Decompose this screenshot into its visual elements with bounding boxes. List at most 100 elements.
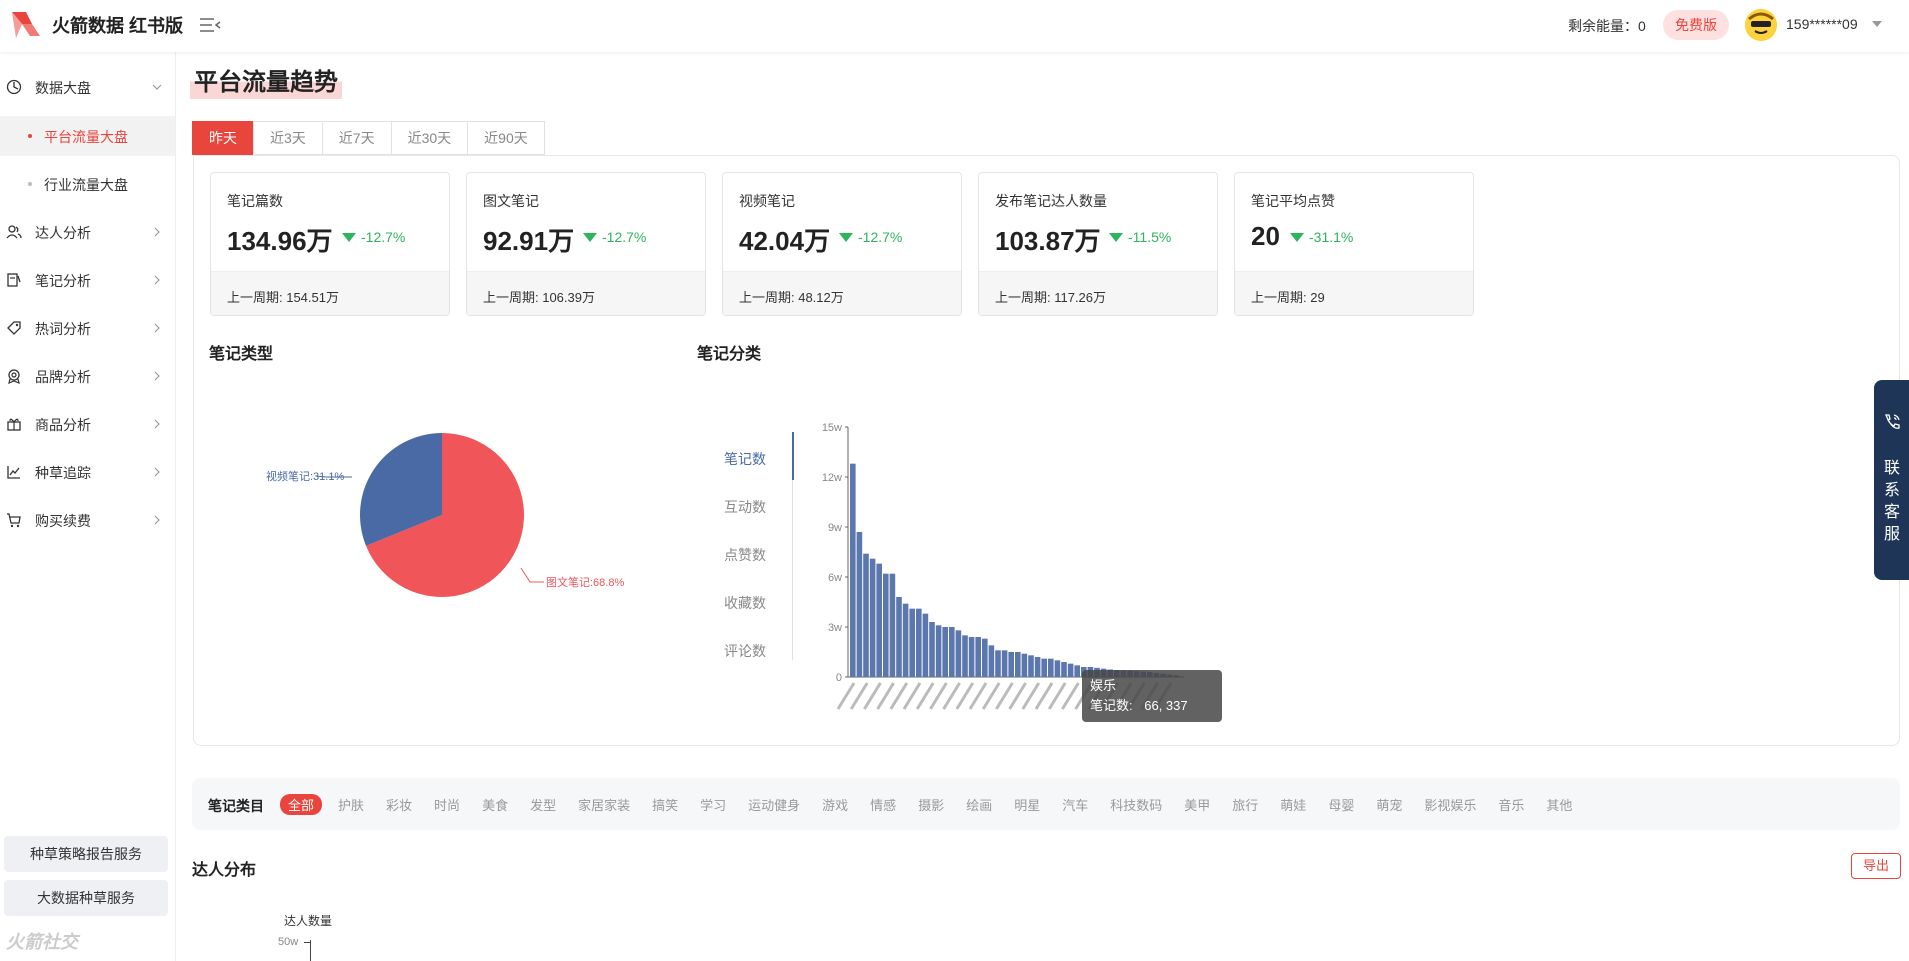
- caret-down-icon[interactable]: [1872, 21, 1882, 27]
- tab-90-days[interactable]: 近90天: [467, 121, 545, 155]
- category-filter-item[interactable]: 萌娃: [1280, 798, 1307, 813]
- user-name[interactable]: 159******09: [1786, 16, 1858, 32]
- bigdata-seeding-service-button[interactable]: 大数据种草服务: [4, 880, 168, 916]
- category-bar[interactable]: [955, 630, 962, 677]
- category-filter-item[interactable]: 其他: [1546, 798, 1573, 813]
- category-filter-item[interactable]: 搞笑: [652, 798, 679, 813]
- sidebar-item-hotword-analysis[interactable]: 热词分析: [0, 307, 175, 349]
- category-filter-item[interactable]: 萌宠: [1376, 798, 1403, 813]
- contact-service-float[interactable]: 联系客服: [1874, 380, 1909, 580]
- category-bar[interactable]: [856, 532, 863, 677]
- category-filter-all[interactable]: 全部: [280, 794, 323, 815]
- pie-slice[interactable]: [360, 433, 442, 546]
- metric-option-likes[interactable]: 点赞数: [724, 547, 766, 563]
- menu-collapse-icon[interactable]: [198, 14, 222, 36]
- category-bar[interactable]: [1041, 658, 1047, 677]
- category-bar[interactable]: [1061, 662, 1067, 677]
- category-bar[interactable]: [883, 573, 889, 677]
- category-bar[interactable]: [869, 558, 876, 677]
- sidebar-subitem-industry-traffic[interactable]: 行业流量大盘: [0, 164, 175, 204]
- metric-option-collects[interactable]: 收藏数: [724, 595, 766, 611]
- category-filter-item[interactable]: 彩妆: [386, 798, 413, 813]
- category-bar[interactable]: [922, 613, 929, 677]
- category-filter-item[interactable]: 运动健身: [748, 798, 801, 813]
- category-filter-item[interactable]: 学习: [700, 798, 727, 813]
- category-bar[interactable]: [1048, 658, 1054, 677]
- category-filter-item[interactable]: 时尚: [434, 798, 461, 813]
- sidebar-item-label: 种草追踪: [35, 465, 91, 481]
- category-bar[interactable]: [982, 638, 988, 677]
- bar-tooltip: 娱乐 笔记数: 66, 337: [1082, 670, 1222, 722]
- category-bar[interactable]: [1028, 655, 1034, 677]
- category-bar[interactable]: [1034, 657, 1041, 677]
- category-bar[interactable]: [916, 608, 922, 677]
- category-bar[interactable]: [1074, 665, 1080, 677]
- sidebar-item-note-analysis[interactable]: 笔记分析: [0, 259, 175, 301]
- category-bar[interactable]: [1001, 650, 1008, 677]
- category-bar[interactable]: [1015, 652, 1021, 677]
- category-filter-item[interactable]: 明星: [1014, 798, 1041, 813]
- category-filter-item[interactable]: 影视娱乐: [1424, 798, 1477, 813]
- sidebar-item-brand-analysis[interactable]: 品牌分析: [0, 355, 175, 397]
- category-bar[interactable]: [1067, 663, 1074, 677]
- category-filter-item[interactable]: 发型: [530, 798, 557, 813]
- sidebar-item-data-overview[interactable]: 数据大盘: [0, 66, 175, 108]
- category-filter-item[interactable]: 旅行: [1232, 798, 1259, 813]
- app-title[interactable]: 火箭数据 红书版: [52, 16, 184, 36]
- category-filter-item[interactable]: 摄影: [918, 798, 945, 813]
- sidebar-item-seeding-tracking[interactable]: 种草追踪: [0, 451, 175, 493]
- plan-badge[interactable]: 免费版: [1663, 10, 1729, 40]
- category-filter-item[interactable]: 护肤: [338, 798, 365, 813]
- category-filter-item[interactable]: 美甲: [1184, 798, 1211, 813]
- category-bar[interactable]: [949, 627, 955, 677]
- category-bar[interactable]: [1054, 660, 1061, 677]
- category-bar[interactable]: [889, 573, 896, 677]
- category-bar[interactable]: [968, 637, 975, 677]
- category-bar[interactable]: [1008, 652, 1014, 677]
- category-bar[interactable]: [942, 627, 948, 677]
- category-bar[interactable]: [935, 625, 942, 677]
- pie-label-video: 视频笔记:31.1%: [266, 469, 344, 483]
- sidebar-item-influencer-analysis[interactable]: 达人分析: [0, 211, 175, 253]
- sidebar-subitem-platform-traffic[interactable]: 平台流量大盘: [0, 116, 175, 156]
- tab-yesterday[interactable]: 昨天: [192, 121, 254, 155]
- sidebar-item-product-analysis[interactable]: 商品分析: [0, 403, 175, 445]
- avatar[interactable]: [1745, 9, 1777, 41]
- category-bar[interactable]: [863, 553, 869, 677]
- category-bar[interactable]: [902, 603, 909, 677]
- category-bar[interactable]: [876, 563, 882, 677]
- category-filter-item[interactable]: 母婴: [1328, 798, 1355, 813]
- category-bar[interactable]: [995, 650, 1001, 677]
- category-bar[interactable]: [975, 637, 981, 677]
- category-filter-item[interactable]: 科技数码: [1110, 798, 1163, 813]
- category-filter-item[interactable]: 音乐: [1498, 798, 1525, 813]
- note-category-title: 笔记分类: [697, 346, 762, 363]
- category-bar[interactable]: [962, 635, 968, 677]
- category-bar[interactable]: [896, 597, 902, 677]
- metric-option-interactions[interactable]: 互动数: [724, 499, 766, 515]
- category-bar[interactable]: [1021, 653, 1028, 677]
- category-filter-item[interactable]: 游戏: [822, 798, 849, 813]
- export-button[interactable]: 导出: [1851, 853, 1901, 879]
- tab-30-days[interactable]: 近30天: [390, 121, 469, 155]
- category-filter-item[interactable]: 家居家装: [578, 798, 631, 813]
- category-filter-item[interactable]: 绘画: [966, 798, 993, 813]
- category-bar[interactable]: [909, 608, 915, 677]
- category-filter-item[interactable]: 汽车: [1062, 798, 1089, 813]
- seeding-strategy-report-button[interactable]: 种草策略报告服务: [4, 836, 168, 872]
- pie-slice[interactable]: [366, 433, 524, 597]
- sidebar-item-label: 热词分析: [35, 321, 91, 337]
- category-filter-item[interactable]: 情感: [870, 798, 897, 813]
- metric-change: -12.7%: [858, 229, 903, 245]
- metric-option-notes[interactable]: 笔记数: [724, 451, 766, 467]
- tab-3-days[interactable]: 近3天: [253, 121, 323, 155]
- category-bar[interactable]: [988, 645, 995, 677]
- rocket-logo-icon[interactable]: [10, 8, 44, 42]
- x-tick-label-blur: [902, 682, 922, 710]
- sidebar-item-purchase-renew[interactable]: 购买续费: [0, 499, 175, 541]
- category-bar[interactable]: [929, 622, 935, 677]
- metric-option-comments[interactable]: 评论数: [724, 643, 766, 659]
- category-bar[interactable]: [850, 463, 856, 677]
- tab-7-days[interactable]: 近7天: [321, 121, 392, 155]
- category-filter-item[interactable]: 美食: [482, 798, 509, 813]
